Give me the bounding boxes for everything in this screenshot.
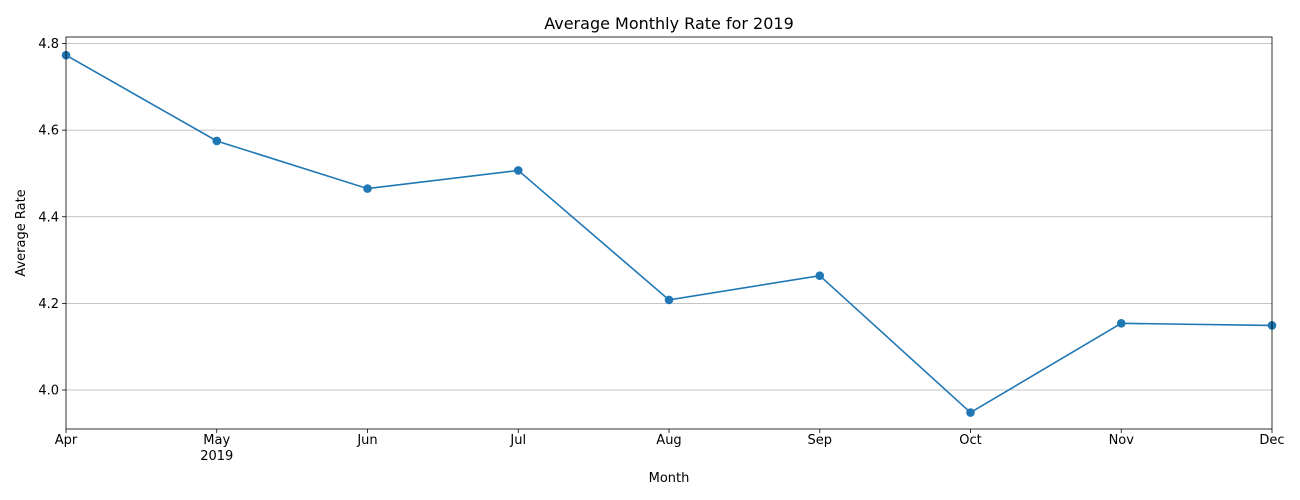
y-tick-label: 4.2 bbox=[38, 297, 59, 312]
y-tick-label: 4.8 bbox=[38, 37, 59, 52]
data-point bbox=[966, 408, 975, 417]
x-tick-label: Jun bbox=[356, 433, 377, 448]
y-tick-label: 4.4 bbox=[38, 210, 59, 225]
x-tick-label: Nov bbox=[1109, 433, 1135, 448]
data-point bbox=[815, 271, 825, 280]
x-tick-label: May bbox=[203, 433, 230, 448]
x-tick-label: Jul bbox=[509, 433, 526, 448]
y-tick-label: 4.0 bbox=[38, 384, 59, 399]
y-gridlines bbox=[66, 43, 1272, 391]
y-axis-label: Average Rate bbox=[14, 189, 29, 276]
y-axis-ticks: 4.0 4.2 4.4 4.6 4.8 bbox=[38, 37, 66, 399]
series-line bbox=[65, 54, 1273, 414]
x-axis-year-label: 2019 bbox=[200, 449, 233, 464]
x-axis-ticks: Apr May Jun Jul Aug Sep Oct Nov Dec bbox=[55, 429, 1285, 448]
x-tick-label: Oct bbox=[959, 433, 981, 448]
data-point bbox=[212, 136, 222, 146]
series-line-group bbox=[61, 50, 1277, 417]
chart-title: Average Monthly Rate for 2019 bbox=[544, 14, 794, 33]
y-tick-label: 4.6 bbox=[38, 124, 59, 139]
x-tick-label: Apr bbox=[55, 433, 78, 448]
data-point bbox=[1116, 319, 1126, 328]
x-tick-label: Aug bbox=[656, 433, 681, 448]
data-point bbox=[363, 184, 372, 193]
x-tick-label: Dec bbox=[1259, 433, 1284, 448]
x-tick-label: Sep bbox=[807, 433, 832, 448]
data-point bbox=[664, 295, 674, 305]
data-point bbox=[513, 166, 523, 175]
x-axis-label: Month bbox=[649, 471, 690, 486]
plot-frame bbox=[65, 36, 1273, 430]
